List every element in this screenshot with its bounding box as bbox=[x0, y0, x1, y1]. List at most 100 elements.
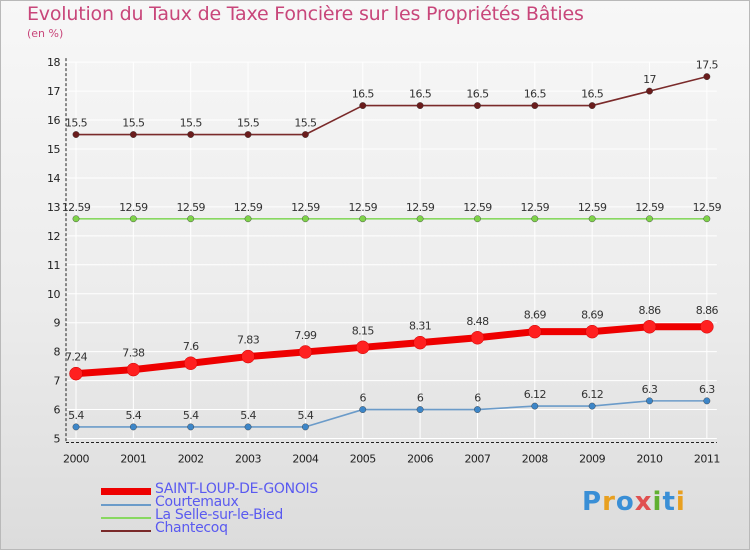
data-point bbox=[126, 362, 141, 377]
data-point bbox=[129, 215, 137, 223]
data-point bbox=[646, 215, 653, 223]
series-line-3 bbox=[75, 75, 708, 136]
data-label: 16.5 bbox=[352, 88, 375, 101]
data-point bbox=[531, 402, 539, 410]
data-point bbox=[244, 131, 252, 138]
data-label: 16.5 bbox=[581, 88, 604, 101]
data-label: 5.4 bbox=[183, 409, 199, 422]
logo-letter: t bbox=[662, 487, 676, 517]
data-label: 17 bbox=[643, 73, 656, 86]
data-point bbox=[359, 102, 367, 109]
data-label: 12.59 bbox=[119, 201, 148, 214]
data-label: 15.5 bbox=[294, 117, 317, 130]
data-label: 15.5 bbox=[180, 117, 203, 130]
x-tick-label: 2011 bbox=[694, 453, 720, 466]
y-tick-label: 9 bbox=[54, 317, 61, 330]
data-label: 7.99 bbox=[294, 329, 317, 342]
y-tick-label: 16 bbox=[47, 114, 60, 127]
data-label: 8.86 bbox=[638, 304, 661, 317]
logo-letter: i bbox=[675, 487, 686, 517]
data-label: 6.3 bbox=[699, 383, 715, 396]
data-label: 12.59 bbox=[62, 201, 91, 214]
data-label: 16.5 bbox=[409, 88, 432, 101]
data-point bbox=[474, 406, 481, 413]
x-tick-label: 2003 bbox=[235, 453, 261, 466]
data-point bbox=[72, 423, 80, 431]
data-label: 12.59 bbox=[406, 201, 435, 214]
data-point bbox=[187, 131, 195, 138]
data-label: 16.5 bbox=[524, 88, 547, 101]
data-point bbox=[646, 87, 653, 95]
data-point bbox=[413, 335, 427, 350]
data-point bbox=[642, 320, 657, 334]
y-tick-label: 15 bbox=[47, 143, 60, 156]
data-point bbox=[244, 423, 252, 431]
data-label: 12.59 bbox=[693, 201, 722, 214]
series-line-1 bbox=[75, 400, 708, 428]
data-label: 12.59 bbox=[291, 201, 320, 214]
x-tick-label: 2002 bbox=[178, 453, 204, 466]
y-tick-label: 10 bbox=[47, 288, 60, 301]
data-label: 6 bbox=[417, 392, 424, 405]
data-point bbox=[703, 73, 711, 81]
data-label: 7.83 bbox=[237, 334, 260, 347]
data-point bbox=[700, 320, 714, 334]
data-point bbox=[646, 397, 653, 405]
x-tick-label: 2005 bbox=[350, 453, 376, 466]
data-point bbox=[703, 215, 711, 223]
data-label: 8.15 bbox=[352, 324, 375, 337]
logo-letter: i bbox=[652, 487, 663, 517]
data-point bbox=[531, 102, 539, 109]
legend-swatch-saint-loup bbox=[101, 488, 151, 495]
x-tick-label: 2006 bbox=[407, 453, 433, 466]
data-label: 12.59 bbox=[635, 201, 664, 214]
data-point bbox=[301, 215, 309, 223]
x-tick-label: 2009 bbox=[579, 453, 605, 466]
logo-letter: o bbox=[615, 487, 635, 517]
data-label: 6 bbox=[360, 392, 367, 405]
data-point bbox=[241, 349, 255, 364]
data-point bbox=[588, 402, 596, 410]
data-point bbox=[585, 324, 599, 339]
y-tick-label: 13 bbox=[47, 201, 60, 214]
data-label: 15.5 bbox=[65, 117, 88, 130]
data-label: 7.24 bbox=[65, 351, 88, 364]
data-point bbox=[69, 366, 83, 381]
data-label: 7.6 bbox=[183, 340, 199, 353]
legend-swatch-la-selle bbox=[101, 517, 151, 519]
y-tick-label: 17 bbox=[47, 85, 60, 98]
legend-swatch-courtemaux bbox=[101, 504, 151, 506]
y-tick-label: 14 bbox=[47, 172, 60, 185]
legend-label: Courtemaux bbox=[155, 494, 239, 510]
data-label: 8.31 bbox=[409, 320, 431, 333]
data-point bbox=[474, 102, 481, 109]
data-label: 8.69 bbox=[581, 309, 604, 322]
legend-label: SAINT-LOUP-DE-GONOIS bbox=[155, 481, 318, 497]
data-point bbox=[588, 102, 596, 109]
data-label: 6.12 bbox=[581, 388, 603, 401]
x-tick-label: 2007 bbox=[464, 453, 490, 466]
legend-label: La Selle-sur-le-Bied bbox=[155, 507, 283, 523]
y-tick-label: 6 bbox=[54, 404, 61, 417]
data-point bbox=[359, 406, 367, 413]
logo-letter: r bbox=[602, 487, 616, 517]
x-tick-label: 2004 bbox=[292, 453, 318, 466]
data-label: 5.4 bbox=[125, 409, 141, 422]
y-tick-label: 18 bbox=[47, 56, 60, 69]
data-label: 6.12 bbox=[524, 388, 546, 401]
series-line-0 bbox=[72, 323, 711, 378]
data-point bbox=[359, 215, 367, 223]
data-label: 12.59 bbox=[349, 201, 378, 214]
data-point bbox=[187, 215, 195, 223]
legend-label: Chantecoq bbox=[155, 520, 228, 536]
data-label: 5.4 bbox=[298, 409, 314, 422]
data-label: 5.4 bbox=[68, 409, 84, 422]
data-label: 8.69 bbox=[524, 309, 547, 322]
data-point bbox=[72, 215, 80, 223]
data-label: 7.38 bbox=[122, 347, 145, 360]
data-label: 12.59 bbox=[176, 201, 205, 214]
data-label: 12.59 bbox=[521, 201, 550, 214]
logo-letter: P bbox=[582, 487, 603, 517]
y-tick-label: 8 bbox=[54, 346, 61, 359]
